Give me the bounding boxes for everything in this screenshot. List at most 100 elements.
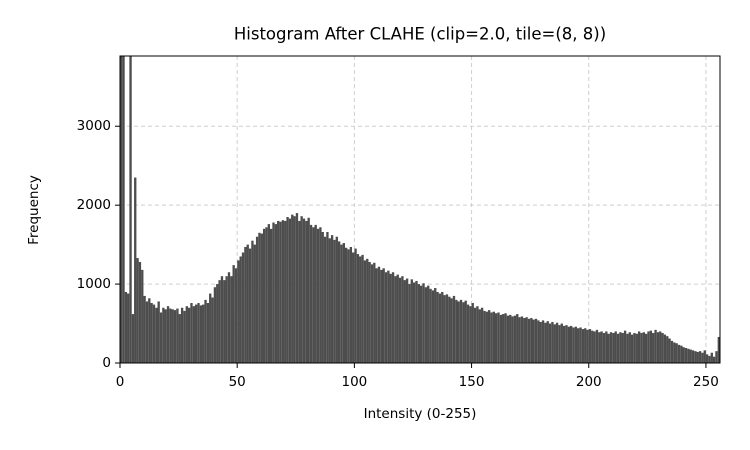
chart-title: Histogram After CLAHE (clip=2.0, tile=(8…	[234, 25, 606, 44]
bar	[197, 303, 200, 363]
bar	[387, 270, 390, 363]
bar	[293, 216, 296, 363]
bar	[574, 326, 578, 363]
bar	[445, 294, 449, 363]
y-tick-label: 1000	[77, 276, 111, 292]
bar	[677, 344, 681, 363]
bar	[420, 285, 423, 363]
bar	[202, 304, 205, 363]
bar	[255, 236, 259, 363]
bar	[567, 326, 570, 363]
bar	[162, 307, 165, 363]
bar	[405, 278, 409, 363]
bar	[244, 246, 247, 363]
bar	[504, 313, 507, 363]
bar	[520, 316, 524, 363]
bar	[577, 328, 580, 363]
bar	[541, 320, 545, 363]
bar	[241, 252, 245, 363]
bar	[232, 265, 235, 363]
bar	[502, 314, 505, 363]
bar	[307, 217, 310, 363]
bar	[464, 300, 467, 363]
bar	[417, 284, 420, 363]
bar	[326, 231, 329, 363]
bar	[499, 314, 503, 363]
bar	[173, 310, 177, 363]
bar	[391, 272, 395, 363]
bar	[216, 284, 219, 363]
bar	[239, 256, 242, 363]
x-tick-label: 50	[229, 374, 246, 390]
y-tick-label: 0	[102, 355, 111, 371]
bar	[429, 288, 432, 363]
bar	[225, 276, 228, 363]
bar	[279, 221, 282, 363]
bar	[373, 262, 376, 363]
bar	[525, 317, 528, 363]
y-axis-label: Frequency	[26, 175, 42, 245]
bar	[436, 291, 439, 363]
bar	[195, 304, 198, 363]
bar	[230, 276, 233, 363]
bar	[131, 314, 135, 363]
bar	[122, 56, 125, 363]
bar	[513, 315, 517, 363]
bar	[141, 269, 144, 363]
bar	[621, 333, 624, 363]
bar	[410, 279, 413, 363]
bar	[516, 314, 519, 363]
bar	[267, 224, 270, 363]
bar	[157, 301, 160, 363]
bar	[354, 248, 357, 363]
bar	[415, 280, 418, 363]
bar	[333, 239, 336, 363]
bar	[314, 224, 317, 363]
bar	[234, 268, 238, 363]
bar	[363, 260, 367, 363]
bar	[356, 254, 360, 363]
bar	[223, 280, 226, 363]
bar	[616, 333, 620, 363]
bar	[485, 311, 488, 363]
bar	[476, 306, 479, 363]
bar	[328, 238, 331, 363]
bar	[555, 322, 559, 363]
bar	[701, 352, 704, 363]
bar	[213, 287, 217, 363]
x-axis-label: Intensity (0-255)	[364, 406, 477, 422]
bar	[187, 307, 191, 363]
bar	[588, 329, 592, 363]
bar	[377, 266, 381, 363]
bar	[626, 333, 629, 363]
bar	[375, 268, 378, 363]
bar	[408, 284, 411, 363]
bar	[288, 218, 292, 363]
bar	[539, 321, 542, 363]
bar	[703, 350, 706, 363]
bar	[136, 258, 139, 363]
bar	[487, 310, 491, 363]
bar	[380, 269, 383, 363]
bar	[527, 318, 531, 363]
bar	[595, 329, 599, 363]
bar	[457, 301, 460, 363]
bar	[705, 354, 709, 363]
bar	[530, 318, 533, 363]
bar	[330, 235, 334, 363]
bar	[593, 331, 596, 363]
bar	[335, 236, 338, 363]
bar	[558, 325, 561, 363]
bar	[602, 333, 606, 363]
bar	[689, 349, 692, 363]
bar	[619, 332, 622, 363]
bar	[586, 329, 589, 363]
bar	[506, 315, 510, 363]
bar	[509, 314, 512, 363]
bar	[450, 298, 453, 363]
bar	[361, 254, 364, 363]
bar	[434, 288, 437, 363]
bar	[480, 307, 484, 363]
x-tick-label: 200	[576, 374, 602, 390]
bar	[260, 233, 263, 363]
